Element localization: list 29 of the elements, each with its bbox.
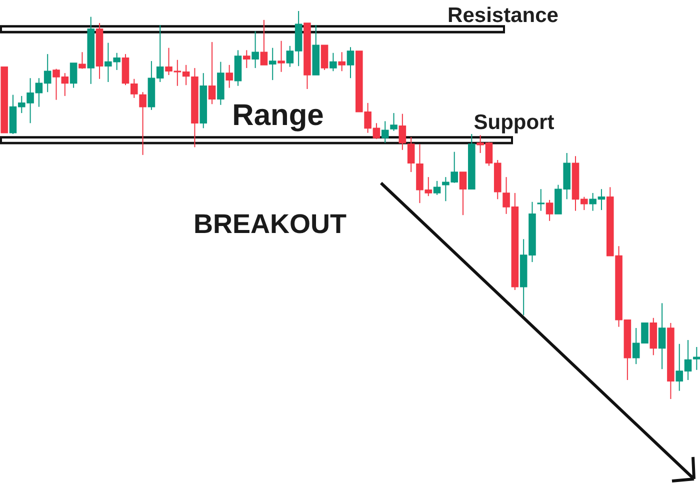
candlestick <box>139 92 146 156</box>
candlestick <box>381 120 389 144</box>
candlestick <box>320 44 328 70</box>
candlestick <box>78 52 86 70</box>
candlestick <box>433 180 441 196</box>
candlestick <box>130 78 138 98</box>
candlestick <box>459 172 467 216</box>
candlestick <box>407 136 415 173</box>
candlestick <box>208 42 216 105</box>
candlestick <box>243 50 250 69</box>
candlestick <box>537 188 545 212</box>
candlestick <box>658 302 666 370</box>
candlestick <box>546 199 554 222</box>
candlestick <box>390 112 398 132</box>
candlestick <box>398 113 406 150</box>
annotation: BREAKOUT <box>194 209 348 239</box>
candlestick <box>226 64 233 88</box>
candlestick <box>330 52 337 72</box>
candlestick <box>260 19 268 66</box>
candlestick <box>252 30 259 69</box>
candlestick <box>693 346 700 370</box>
candlestick <box>278 40 285 72</box>
candlestick <box>268 47 276 81</box>
annotation: Range <box>232 99 324 132</box>
ref-line-label: Resistance <box>448 4 558 28</box>
candlestick <box>70 62 78 88</box>
candlestick <box>338 52 346 72</box>
candlestick <box>346 46 354 79</box>
ref-line-label: Support <box>474 111 554 134</box>
